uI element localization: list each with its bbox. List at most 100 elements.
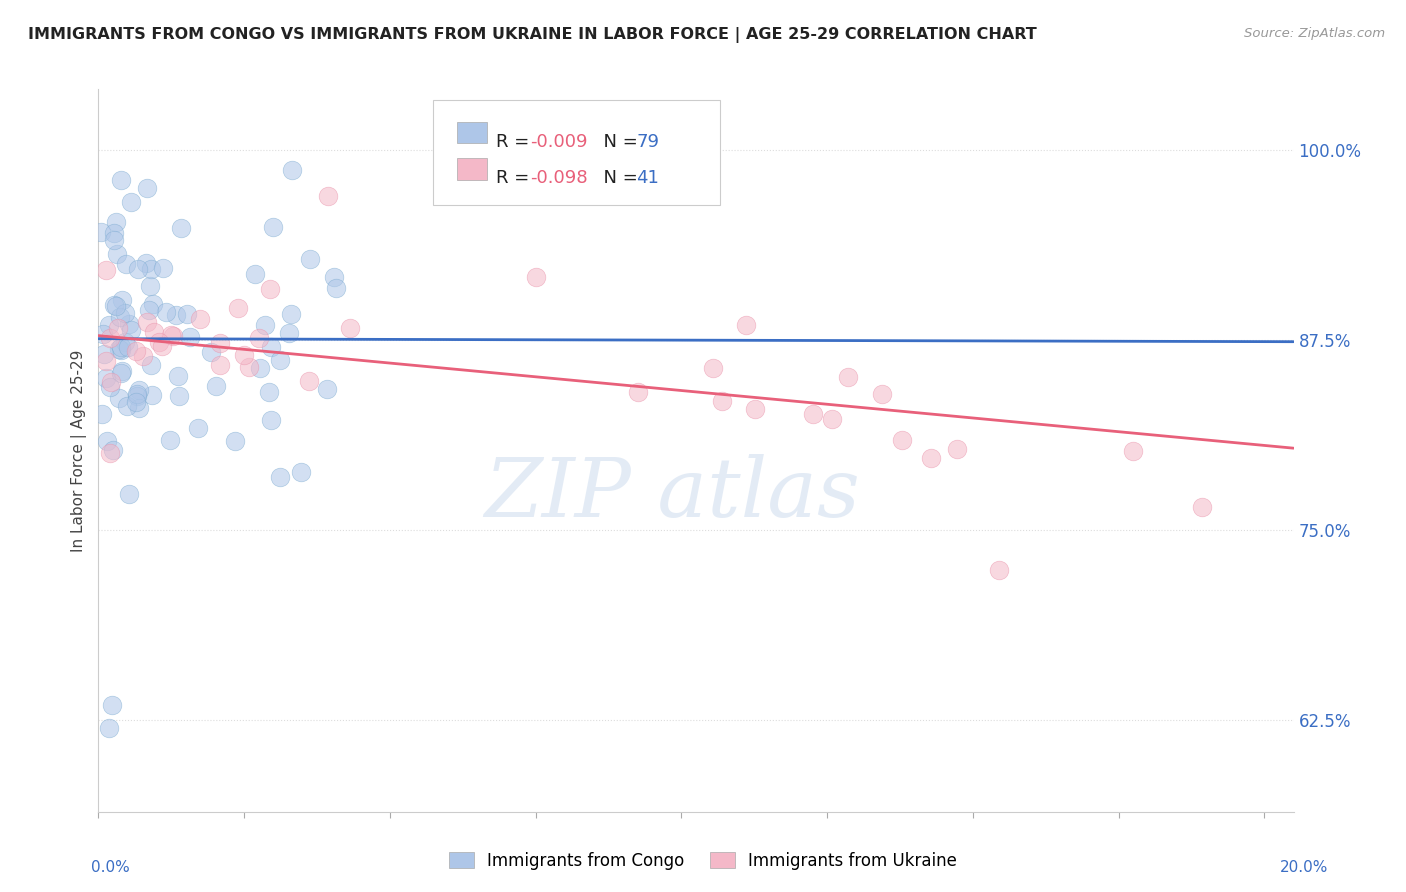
Text: ZIP atlas: ZIP atlas — [484, 454, 860, 533]
Point — [280, 307, 302, 321]
Point — [101, 698, 124, 713]
Point — [803, 407, 825, 421]
Point — [110, 173, 132, 187]
Point — [735, 318, 758, 332]
Point — [290, 465, 312, 479]
Point — [110, 310, 132, 324]
Text: IMMIGRANTS FROM CONGO VS IMMIGRANTS FROM UKRAINE IN LABOR FORCE | AGE 25-29 CORR: IMMIGRANTS FROM CONGO VS IMMIGRANTS FROM… — [28, 27, 1036, 43]
Point — [167, 369, 190, 384]
Point — [94, 262, 117, 277]
Point — [115, 399, 138, 413]
Point — [127, 387, 149, 401]
Point — [257, 385, 280, 400]
Point — [148, 334, 170, 349]
Point — [103, 233, 125, 247]
Point — [339, 320, 361, 334]
Point — [249, 361, 271, 376]
Point — [127, 262, 149, 277]
Point — [115, 257, 138, 271]
Text: -0.009: -0.009 — [530, 133, 588, 151]
Point — [104, 214, 127, 228]
Point — [96, 371, 118, 385]
Point — [139, 359, 162, 373]
Text: 0.0%: 0.0% — [91, 861, 131, 875]
Point — [120, 195, 142, 210]
Point — [187, 421, 209, 435]
Point — [987, 563, 1010, 577]
Point — [142, 325, 165, 339]
Point — [281, 162, 304, 177]
Point — [104, 299, 127, 313]
Y-axis label: In Labor Force | Age 25-29: In Labor Force | Age 25-29 — [72, 350, 87, 551]
Point — [97, 721, 120, 735]
Point — [139, 279, 162, 293]
Point — [821, 412, 844, 426]
Point — [254, 318, 277, 333]
Point — [179, 329, 201, 343]
Point — [114, 334, 136, 349]
Point — [159, 434, 181, 448]
Point — [103, 298, 125, 312]
Point — [872, 387, 894, 401]
Point — [138, 302, 160, 317]
FancyBboxPatch shape — [457, 158, 486, 179]
Point — [209, 336, 232, 351]
Point — [118, 317, 141, 331]
Point — [91, 407, 114, 421]
Text: R =: R = — [496, 133, 536, 151]
Point — [200, 344, 222, 359]
Point — [238, 359, 260, 374]
Point — [702, 361, 724, 376]
Legend: Immigrants from Congo, Immigrants from Ukraine: Immigrants from Congo, Immigrants from U… — [443, 846, 963, 877]
Point — [224, 434, 246, 448]
Point — [124, 344, 146, 359]
Point — [269, 469, 291, 483]
Text: Source: ZipAtlas.com: Source: ZipAtlas.com — [1244, 27, 1385, 40]
Point — [96, 434, 118, 449]
Point — [165, 308, 187, 322]
Point — [105, 247, 128, 261]
Point — [711, 393, 734, 408]
Point — [1191, 500, 1213, 514]
Point — [103, 226, 125, 240]
Point — [136, 181, 159, 195]
Point — [98, 331, 121, 345]
Point — [118, 486, 141, 500]
Point — [101, 443, 124, 458]
Point — [188, 312, 211, 326]
Text: -0.098: -0.098 — [530, 169, 588, 186]
Point — [141, 387, 163, 401]
Point — [316, 188, 339, 202]
Point — [837, 369, 859, 384]
Point — [259, 281, 281, 295]
Point — [169, 388, 191, 402]
Point — [110, 366, 132, 380]
Point — [298, 252, 321, 267]
FancyBboxPatch shape — [457, 121, 486, 144]
Point — [159, 327, 181, 342]
Point — [128, 401, 150, 416]
Point — [114, 306, 136, 320]
Point — [107, 321, 129, 335]
Point — [132, 349, 155, 363]
Point — [125, 389, 148, 403]
Point — [111, 293, 134, 307]
Point — [94, 354, 117, 368]
Point — [128, 383, 150, 397]
Point — [946, 442, 969, 456]
Point — [226, 301, 249, 316]
Point — [100, 446, 122, 460]
Point — [626, 384, 648, 399]
Point — [298, 374, 321, 388]
Point — [117, 340, 139, 354]
Text: R =: R = — [496, 169, 536, 186]
Point — [260, 340, 283, 354]
Point — [315, 382, 337, 396]
Point — [139, 261, 162, 276]
Point — [169, 220, 191, 235]
Point — [260, 412, 283, 426]
Point — [93, 347, 115, 361]
Point — [269, 352, 291, 367]
Point — [322, 270, 344, 285]
Point — [233, 349, 256, 363]
